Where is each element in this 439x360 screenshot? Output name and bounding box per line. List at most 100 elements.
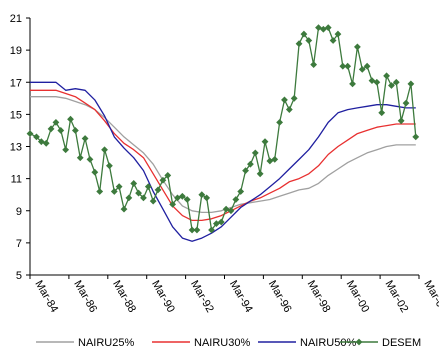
x-tick-label: Mar-94 [227, 279, 255, 315]
legend: NAIRU25% NAIRU30% NAIRU50% DESEM [36, 337, 421, 349]
x-tick-label: Mar-84 [32, 279, 60, 315]
data-point-marker [363, 62, 371, 70]
axes: 5 7 9 11 13 15 17 19 21 Mar-84 Mar-86 Mar-88 Mar-90 M… [10, 13, 439, 315]
data-point-marker [96, 188, 104, 195]
data-point-marker [164, 172, 172, 179]
x-tick-label: Mar-02 [383, 279, 411, 315]
data-point-marker [251, 149, 259, 157]
data-point-marker [33, 133, 40, 141]
data-point-marker [120, 205, 128, 213]
data-point-marker [397, 117, 405, 125]
data-point-marker [91, 168, 99, 176]
x-tick-label: Mar-86 [71, 279, 99, 315]
data-point-marker [212, 220, 220, 227]
data-point-marker [295, 40, 303, 48]
data-point-marker [383, 72, 390, 80]
data-point-marker [52, 119, 60, 126]
y-tick-label: 11 [11, 174, 22, 186]
data-point-marker [37, 138, 45, 146]
data-point-marker [349, 80, 356, 88]
y-tick-label: 15 [10, 109, 22, 121]
data-point-marker [392, 78, 400, 86]
data-point-marker [310, 61, 318, 68]
data-point-marker [26, 130, 34, 138]
data-point-marker [305, 37, 313, 44]
data-point-marker [388, 82, 395, 89]
x-tick-label: Mar-98 [305, 279, 333, 315]
data-point-marker [71, 127, 79, 134]
data-point-marker [57, 127, 65, 134]
data-point-marker [339, 62, 347, 70]
x-tick-label: Mar-92 [188, 279, 216, 315]
data-point-marker [271, 155, 279, 163]
data-point-marker [276, 119, 284, 126]
series-line [30, 89, 416, 222]
data-point-marker [178, 192, 186, 200]
data-point-marker [115, 183, 123, 191]
data-point-marker [101, 146, 108, 154]
data-point-marker [378, 109, 386, 117]
data-point-marker [86, 155, 94, 163]
y-tick-label: 21 [10, 13, 22, 25]
data-point-marker [354, 43, 361, 51]
data-point-marker [203, 194, 211, 202]
data-point-marker [300, 30, 308, 38]
legend-item: DESEM [340, 337, 421, 349]
x-tick-label: Mar-04 [421, 279, 439, 315]
data-point-marker [125, 194, 133, 202]
data-point-marker [247, 160, 254, 168]
data-point-marker [227, 207, 235, 215]
data-point-marker [373, 78, 381, 86]
data-point-marker [140, 194, 147, 202]
data-point-marker [154, 186, 162, 194]
x-tick-label: Mar-88 [110, 279, 138, 315]
y-tick-label: 9 [16, 206, 22, 218]
legend-marker [355, 338, 363, 346]
series-line [29, 26, 417, 231]
y-tick-label: 7 [16, 238, 22, 250]
data-point-marker [198, 191, 206, 199]
data-point-marker [329, 37, 337, 44]
data-point-marker [285, 106, 293, 113]
data-point-marker [135, 189, 142, 197]
data-point-marker [144, 183, 152, 191]
x-tick-label: Mar-00 [344, 279, 372, 315]
data-point-marker [402, 99, 410, 107]
y-tick-label: 5 [16, 270, 22, 282]
data-point-marker [344, 62, 352, 70]
data-point-marker [62, 146, 70, 154]
data-point-marker [47, 125, 55, 133]
data-point-marker [281, 96, 288, 104]
legend-label: NAIRU30% [194, 337, 250, 349]
data-point-marker [149, 197, 157, 205]
data-point-marker [67, 115, 74, 123]
data-point-marker [106, 162, 113, 170]
data-point-marker [188, 226, 196, 234]
data-point-marker [237, 188, 245, 195]
data-point-marker [290, 94, 298, 102]
data-point-marker [324, 24, 332, 32]
data-point-marker [358, 66, 366, 73]
data-point-marker [208, 226, 215, 234]
y-tick-label: 19 [10, 45, 22, 57]
legend-item: NAIRU30% [152, 337, 250, 349]
data-point-marker [334, 30, 342, 38]
legend-item: NAIRU25% [36, 337, 134, 349]
x-tick-label: Mar-96 [266, 279, 294, 315]
series-line [30, 96, 416, 214]
data-point-marker [232, 196, 240, 203]
legend-label: DESEM [382, 337, 421, 349]
data-point-marker [42, 139, 50, 147]
legend-item: NAIRU50% [258, 337, 356, 349]
data-point-marker [110, 188, 118, 195]
data-point-marker [169, 200, 177, 208]
y-tick-label: 13 [10, 142, 22, 154]
data-point-marker [76, 154, 84, 162]
series-line [30, 81, 416, 242]
data-point-marker [217, 218, 225, 226]
data-point-marker [130, 180, 138, 187]
series-lines [26, 24, 420, 242]
data-point-marker [412, 133, 420, 141]
